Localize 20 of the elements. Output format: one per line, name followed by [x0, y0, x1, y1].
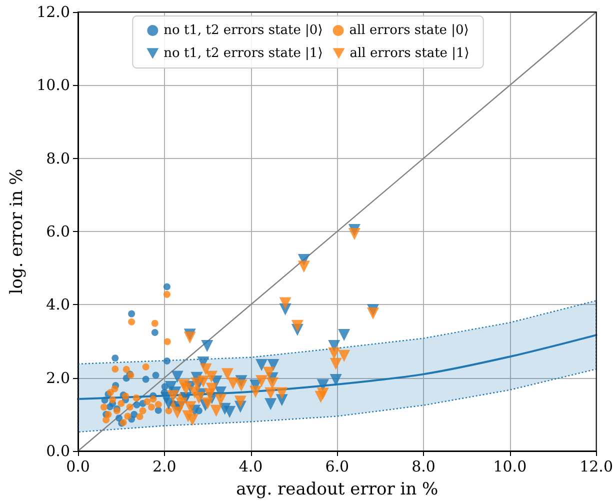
legend-label: all errors state |0⟩: [349, 23, 469, 38]
x-tick-label: 6.0: [325, 458, 350, 476]
y-tick-label: 8.0: [46, 149, 70, 168]
y-tick-label: 6.0: [46, 222, 70, 240]
x-tick-label: 2.0: [152, 458, 176, 476]
y-tick-label: 10.0: [36, 76, 70, 94]
x-tick-label: 8.0: [412, 458, 436, 476]
legend-label: all errors state |1⟩: [350, 46, 470, 61]
x-tick-label: 0.0: [66, 458, 90, 476]
x-tick-label: 4.0: [238, 458, 263, 476]
y-tick-label: 4.0: [46, 296, 70, 314]
y-axis-title: log. error in %: [7, 168, 28, 294]
legend-label: no t1, t2 errors state |1⟩: [164, 46, 323, 61]
legend-label: no t1, t2 errors state |0⟩: [164, 23, 323, 38]
x-axis-title: avg. readout error in %: [236, 480, 438, 500]
y-tick-label: 2.0: [46, 368, 70, 387]
y-tick-label: 12.0: [36, 3, 70, 21]
y-tick-label: 0.0: [46, 442, 70, 460]
x-tick-label: 12.0: [580, 458, 614, 476]
x-tick-label: 10.0: [493, 458, 527, 476]
